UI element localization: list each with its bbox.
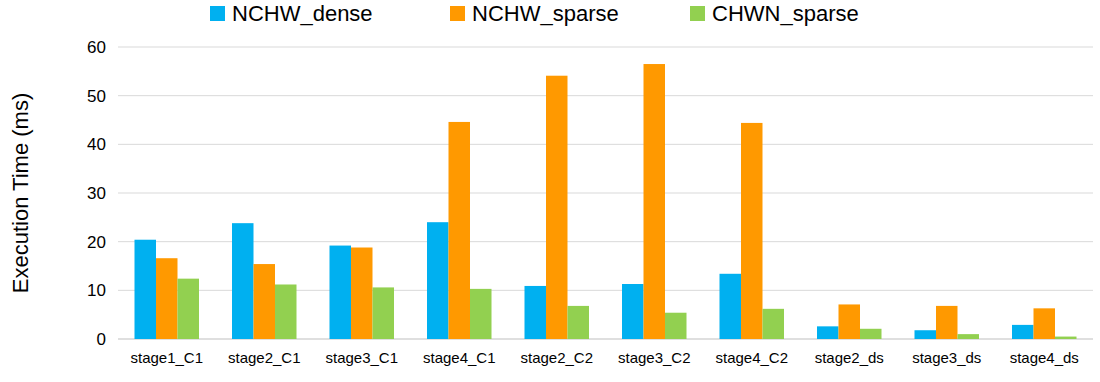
y-tick-label: 10 [87,281,106,300]
bar [860,329,882,339]
bar [817,326,839,339]
grid-line [118,241,1093,242]
bar [178,279,200,339]
bar [644,64,666,339]
legend-swatch [450,6,465,21]
x-tick-label: stage2_C2 [520,349,593,366]
y-tick-label: 20 [87,233,106,252]
bar [525,286,547,339]
bar [232,223,254,339]
y-tick-label: 50 [87,87,106,106]
bar [720,274,742,339]
x-tick-label: stage3_C2 [618,349,691,366]
y-tick-label: 0 [97,330,106,349]
bar [568,306,590,339]
x-tick-label: stage4_C1 [423,349,496,366]
bar [427,222,449,339]
bar [958,334,980,339]
bar [936,306,958,339]
legend-label: NCHW_dense [232,1,373,26]
bar [741,123,763,339]
bar [1055,337,1077,339]
bar [275,284,297,339]
bar [915,330,937,339]
x-tick-label: stage2_C1 [228,349,301,366]
bar [622,284,644,339]
y-tick-label: 60 [87,38,106,57]
grid-line [118,95,1093,96]
x-tick-label: stage3_C1 [325,349,398,366]
legend: NCHW_dense NCHW_sparse CHWN_sparse [210,1,859,26]
bar [470,289,492,339]
x-tick-label: stage4_ds [1010,349,1079,366]
bar [330,246,352,339]
x-tick-label: stage3_ds [912,349,981,366]
bar [135,240,157,339]
legend-label: CHWN_sparse [712,1,859,26]
bar [546,76,568,339]
grid-line [118,193,1093,194]
x-tick-label: stage1_C1 [130,349,203,366]
bar [839,304,861,339]
x-tick-label: stage4_C2 [715,349,788,366]
bar [665,313,687,339]
x-tick-label: stage2_ds [815,349,884,366]
legend-label: NCHW_sparse [472,1,619,26]
bars [135,64,1077,339]
y-axis-title: Execution Time (ms) [8,93,33,294]
bar [1012,325,1034,339]
bar [1034,308,1056,339]
chart: 0 10 20 30 40 50 60 Execution Time (ms) stage1_C… [0,0,1100,382]
grid-line [118,47,1093,48]
bar [156,258,178,339]
legend-swatch [210,6,225,21]
bar [373,287,395,339]
legend-swatch [690,6,705,21]
grid-line [118,144,1093,145]
bar [351,248,373,339]
y-tick-label: 30 [87,184,106,203]
bar [254,264,276,339]
bar [449,122,471,339]
y-tick-label: 40 [87,135,106,154]
bar [763,309,785,339]
